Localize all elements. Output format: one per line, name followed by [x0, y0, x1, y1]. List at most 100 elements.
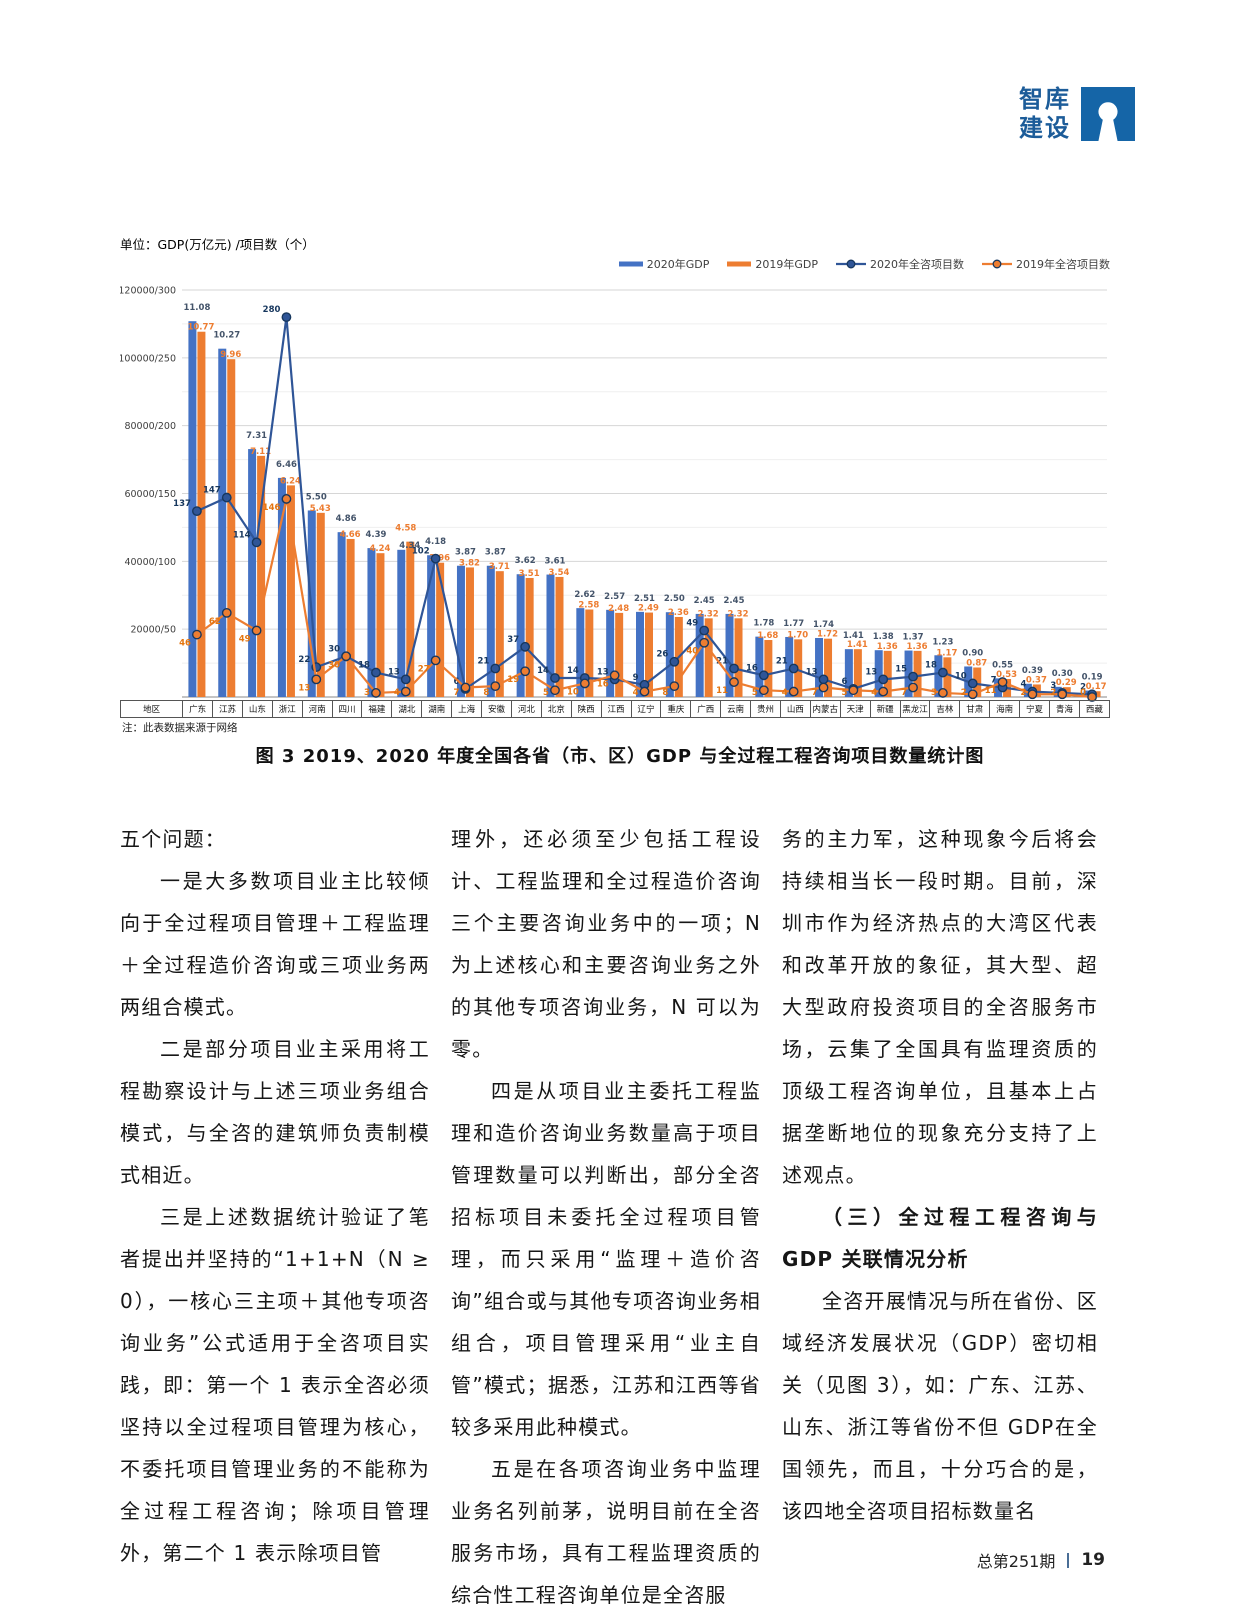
marker-2020年全咨项目数-山东 — [251, 537, 262, 548]
bar-2020年GDP-广西 — [695, 613, 704, 697]
page-footer: 总第251期 19 — [977, 1548, 1105, 1572]
bar-2020年GDP-贵州 — [755, 636, 764, 697]
bar-value-label: 3.62 — [515, 556, 536, 566]
marker-2019年全咨项目数-江苏 — [221, 607, 232, 618]
bar-2019年GDP-江西 — [615, 612, 624, 697]
bar-2019年GDP-湖北 — [406, 541, 415, 697]
marker-2019年全咨项目数-内蒙古 — [818, 682, 829, 693]
legend-item-2020年全咨项目数: 2020年全咨项目数 — [836, 256, 964, 272]
marker-2019年全咨项目数-新疆 — [878, 686, 889, 697]
line-value-label: 147 — [203, 486, 221, 496]
bar-value-label: 4.66 — [340, 530, 361, 540]
bar-value-label: 1.74 — [813, 620, 834, 630]
line-value-label: 49 — [686, 619, 698, 629]
region-cell-云南: 云南 — [720, 700, 752, 718]
line-value-label: 0 — [1080, 688, 1086, 698]
bar-value-label: 1.36 — [907, 642, 928, 652]
bar-value-label: 3.82 — [459, 558, 480, 568]
chart-plot-area: 20000/50 40000/100 60000/150 80000/200 10000… — [120, 286, 1107, 702]
bar-2020年GDP-上海 — [456, 565, 465, 697]
region-cell-广西: 广西 — [690, 700, 722, 718]
marker-2019年全咨项目数-四川 — [341, 651, 352, 662]
bar-2020年GDP-福建 — [367, 548, 376, 697]
line-value-label: 21 — [776, 657, 788, 667]
line-value-label: 13 — [865, 667, 877, 677]
marker-2019年全咨项目数-吉林 — [937, 688, 948, 698]
region-cell-新疆: 新疆 — [869, 700, 901, 718]
bar-value-label: 1.70 — [787, 630, 808, 640]
bar-2020年GDP-江苏 — [218, 348, 227, 697]
line-value-label: 30 — [328, 644, 340, 654]
line-value-label: 7 — [454, 688, 460, 698]
y-axis-label: 20000/50 — [130, 625, 176, 636]
bar-value-label: 0.53 — [996, 670, 1017, 680]
region-cell-辽宁: 辽宁 — [630, 700, 662, 718]
region-cell-河北: 河北 — [510, 700, 542, 718]
region-cell-福建: 福建 — [361, 700, 393, 718]
bar-2019年GDP-江苏 — [227, 359, 236, 697]
line-value-label: 7 — [812, 688, 818, 698]
line-value-label: 3 — [364, 688, 370, 698]
page-number: 19 — [1081, 1550, 1105, 1570]
marker-2020年全咨项目数-云南 — [729, 663, 739, 674]
line-value-label: 13 — [298, 683, 310, 693]
region-cell-贵州: 贵州 — [750, 700, 781, 718]
bar-value-label: 2.45 — [724, 596, 745, 606]
bar-value-label: 1.38 — [873, 632, 894, 642]
line-value-label: 49 — [239, 635, 251, 645]
bar-2020年GDP-内蒙古 — [815, 637, 824, 697]
bar-2019年GDP-浙江 — [286, 485, 295, 697]
marker-2020年全咨项目数-北京 — [550, 673, 560, 683]
bar-2019年GDP-云南 — [734, 618, 743, 697]
bar-2019年GDP-天津 — [853, 649, 862, 697]
legend-bar-swatch — [618, 261, 643, 267]
logo-line1: 智库 — [1019, 85, 1071, 113]
bar-2019年GDP-河南 — [316, 512, 325, 697]
figure-caption: 图 3 2019、2020 年度全国各省（市、区）GDP 与全过程工程咨询项目数… — [255, 746, 985, 767]
marker-2020年全咨项目数-内蒙古 — [818, 674, 829, 685]
bar-value-label: 6.46 — [276, 460, 297, 470]
paragraph: 全咨开展情况与所在省份、区域经济发展状况（GDP）密切相关（见图 3），如：广东… — [782, 1289, 1098, 1523]
line-value-label: 4 — [1020, 680, 1026, 690]
marker-2020年全咨项目数-黑龙江 — [908, 671, 918, 682]
logo-text: 智库 建设 — [1019, 85, 1071, 143]
line-value-label: 4 — [633, 688, 639, 698]
masthead-logo: 智库 建设 — [975, 82, 1135, 146]
line-value-label: 2 — [961, 688, 967, 698]
region-cell-甘肃: 甘肃 — [959, 700, 991, 718]
line-value-label: 27 — [418, 664, 430, 674]
footer-divider — [1067, 1552, 1070, 1568]
bar-value-label: 4.58 — [395, 524, 416, 534]
bar-2020年GDP-云南 — [725, 613, 734, 697]
region-cell-江苏: 江苏 — [212, 700, 243, 718]
line-value-label: 280 — [263, 305, 281, 315]
line-value-label: 3 — [1050, 681, 1056, 691]
region-cell-河南: 河南 — [301, 700, 333, 718]
text-column-2: 理外，还必须至少包括工程设计、工程监理和全过程造价咨询三个主要咨询业务中的一项；… — [451, 818, 761, 1616]
bar-2019年GDP-上海 — [465, 567, 474, 697]
y-axis-label: 40000/100 — [124, 557, 176, 568]
marker-2019年全咨项目数-辽宁 — [639, 686, 650, 697]
line-value-label: 10 — [567, 687, 579, 697]
bar-2019年GDP-广西 — [704, 618, 713, 697]
issue-number: 总第251期 — [976, 1552, 1056, 1571]
bar-2020年GDP-湖南 — [427, 555, 436, 697]
bar-value-label: 1.36 — [877, 642, 898, 652]
line-value-label: 21 — [477, 657, 489, 667]
marker-2019年全咨项目数-北京 — [550, 685, 560, 696]
line-value-label: 13 — [597, 667, 609, 677]
bar-value-label: 0.17 — [1086, 682, 1107, 692]
marker-2020年全咨项目数-吉林 — [937, 667, 948, 678]
section-heading: （三）全过程工程咨询与GDP 关联情况分析 — [782, 1205, 1098, 1271]
line-value-label: 114 — [233, 530, 251, 540]
line-value-label: 21 — [716, 657, 728, 667]
region-cell-陕西: 陕西 — [570, 700, 602, 718]
legend-item-2019年GDP: 2019年GDP — [727, 256, 818, 272]
keyhole-icon — [1081, 87, 1135, 141]
line-value-label: 5 — [752, 688, 758, 698]
region-cell-安徽: 安徽 — [481, 700, 512, 718]
bar-value-label: 0.39 — [1022, 666, 1043, 676]
marker-2019年全咨项目数-广西 — [699, 637, 710, 648]
region-header-cell: 地区 — [119, 700, 184, 718]
bar-2019年GDP-山东 — [257, 455, 266, 697]
